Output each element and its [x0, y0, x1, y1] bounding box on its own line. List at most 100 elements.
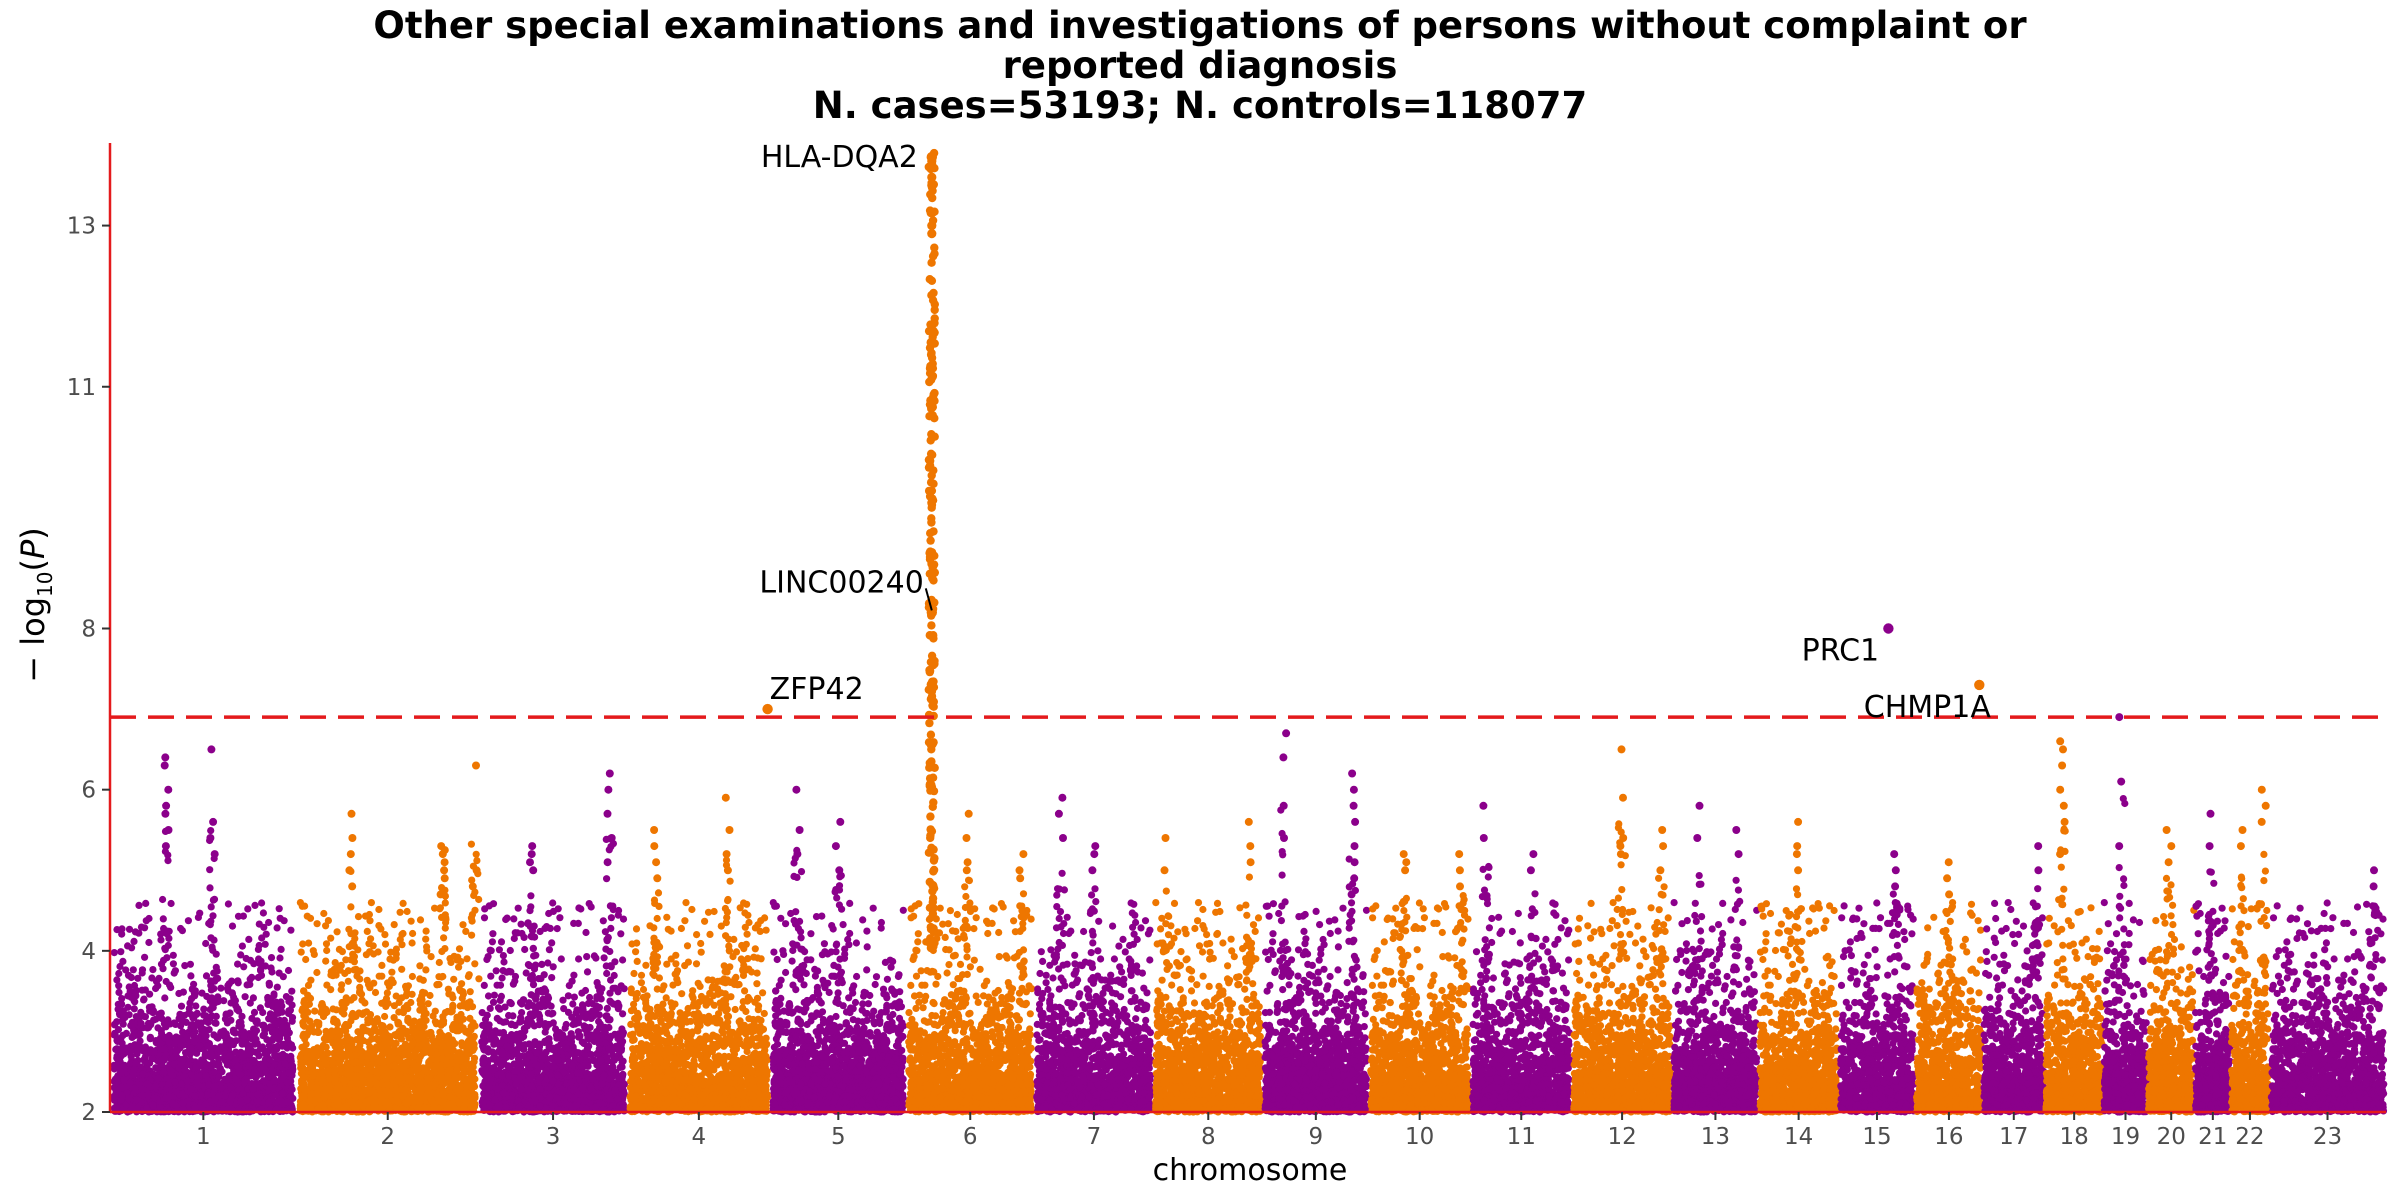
- snp-point: [458, 1039, 466, 1047]
- snp-point: [381, 1012, 389, 1021]
- snp-point: [131, 1060, 139, 1068]
- snp-point: [333, 928, 341, 936]
- snp-point: [402, 985, 411, 993]
- snp-point: [307, 1097, 315, 1105]
- snp-point: [201, 1100, 210, 1108]
- snp-point: [280, 917, 288, 925]
- snp-point: [158, 1014, 166, 1023]
- snp-point: [300, 1079, 308, 1087]
- snp-point: [403, 907, 411, 916]
- snp-point: [179, 1099, 187, 1107]
- snp-point: [287, 1052, 295, 1060]
- snp-point: [270, 1077, 278, 1085]
- snp-point: [414, 1078, 422, 1086]
- snp-point: [110, 1092, 118, 1100]
- snp-point: [384, 1045, 392, 1053]
- snp-point: [344, 1065, 352, 1073]
- snp-point: [327, 986, 335, 994]
- snp-point: [192, 1063, 200, 1071]
- snp-point: [506, 946, 514, 955]
- snp-point: [394, 1048, 402, 1056]
- snp-point: [388, 1069, 396, 1077]
- snp-point: [118, 925, 126, 933]
- snp-point: [246, 980, 254, 989]
- snp-point: [237, 1098, 245, 1106]
- snp-point: [448, 1059, 456, 1067]
- snp-point: [359, 1077, 367, 1085]
- snp-point: [129, 966, 137, 974]
- snp-point: [375, 905, 383, 914]
- points-layer: [110, 899, 2388, 1116]
- snp-point: [452, 1027, 460, 1035]
- snp-point: [171, 967, 179, 975]
- snp-point: [225, 1052, 233, 1060]
- snp-point: [313, 920, 321, 928]
- snp-point: [426, 991, 434, 1000]
- snp-point: [339, 1076, 348, 1084]
- snp-point: [143, 1080, 151, 1088]
- snp-point: [233, 1063, 241, 1071]
- snp-point: [277, 1006, 285, 1014]
- snp-point: [333, 1033, 341, 1042]
- snp-point: [388, 968, 396, 976]
- snp-point: [322, 940, 331, 948]
- snp-point: [118, 1091, 126, 1099]
- snp-point: [255, 1097, 263, 1106]
- snp-point: [117, 1046, 125, 1054]
- snp-point: [167, 899, 175, 908]
- snp-point: [405, 1097, 413, 1105]
- snp-point: [279, 1040, 288, 1049]
- snp-point: [217, 984, 225, 992]
- snp-point: [332, 1101, 340, 1109]
- snp-point: [367, 935, 375, 943]
- snp-point: [372, 1017, 380, 1025]
- snp-point: [422, 1009, 430, 1018]
- snp-point: [272, 998, 280, 1006]
- snp-point: [302, 955, 310, 964]
- snp-point: [366, 984, 374, 992]
- snp-point: [116, 1054, 124, 1062]
- snp-point: [135, 901, 143, 910]
- snp-point: [228, 922, 237, 930]
- snp-point: [137, 1020, 145, 1028]
- snp-point: [362, 1027, 370, 1035]
- snp-point: [238, 942, 246, 950]
- snp-point: [187, 972, 195, 980]
- snp-point: [183, 1077, 192, 1085]
- snp-point: [287, 926, 295, 934]
- chart-title-line-1: Other special examinations and investiga…: [0, 6, 2400, 46]
- snp-point: [222, 1040, 230, 1048]
- snp-point: [575, 904, 583, 912]
- snp-point: [304, 981, 313, 990]
- snp-point: [450, 1077, 458, 1085]
- snp-point: [146, 1033, 154, 1041]
- snp-point: [203, 992, 211, 1001]
- snp-point: [366, 1074, 374, 1082]
- snp-point: [232, 1056, 240, 1065]
- snp-point: [447, 958, 455, 967]
- snp-point: [427, 1061, 435, 1069]
- snp-point: [197, 1019, 205, 1027]
- snp-point: [265, 1015, 273, 1023]
- snp-point: [265, 918, 273, 927]
- snp-point: [418, 1085, 426, 1093]
- snp-point: [231, 997, 239, 1005]
- snp-point: [125, 983, 133, 991]
- snp-point: [309, 1072, 317, 1080]
- snp-point: [462, 1077, 470, 1085]
- snp-point: [120, 1075, 128, 1083]
- snp-point: [433, 980, 441, 989]
- snp-point: [298, 902, 306, 910]
- snp-point: [157, 936, 165, 944]
- snp-point: [141, 1053, 149, 1061]
- snp-point: [422, 1016, 430, 1024]
- snp-point: [423, 943, 431, 951]
- snp-point: [262, 1047, 270, 1056]
- snp-point: [130, 1005, 138, 1013]
- snp-point: [410, 1017, 418, 1025]
- snp-point: [284, 966, 293, 975]
- snp-point: [383, 989, 391, 997]
- snp-point: [277, 1097, 285, 1105]
- snp-point: [324, 917, 332, 925]
- snp-point: [411, 1048, 420, 1056]
